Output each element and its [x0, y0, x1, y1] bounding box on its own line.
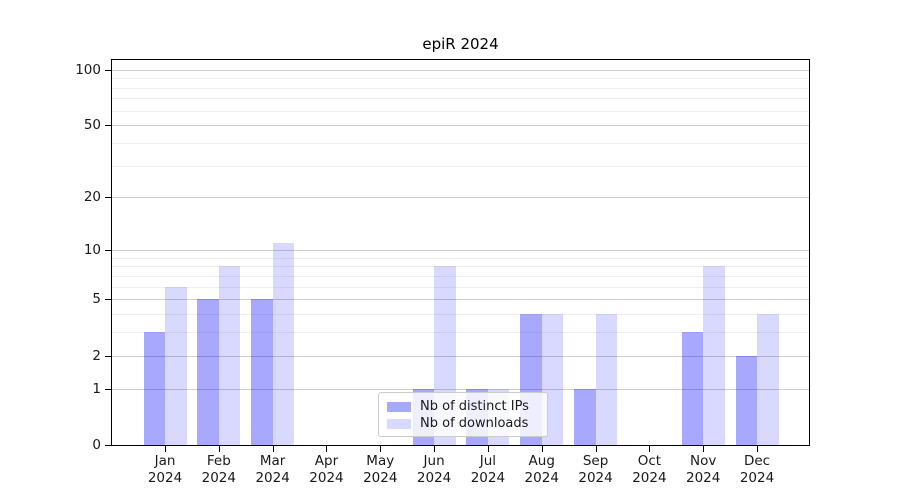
gridline-minor [112, 165, 809, 167]
gridline-minor [112, 143, 809, 145]
x-tick-mark [541, 446, 543, 452]
gridline-major [112, 197, 809, 199]
legend-label-downloads: Nb of downloads [420, 416, 529, 431]
x-tick-mark [595, 446, 597, 452]
legend-label-distinct-ips: Nb of distinct IPs [420, 399, 529, 414]
y-tick-label: 1 [92, 380, 101, 397]
x-tick-mark [272, 446, 274, 452]
legend-item-distinct-ips: Nb of distinct IPs [387, 398, 547, 415]
y-tick-label: 2 [92, 347, 101, 364]
gridline-minor [112, 314, 809, 316]
x-tick-label: Mar 2024 [255, 453, 290, 486]
x-tick-mark [326, 446, 328, 452]
legend-swatch-downloads [387, 418, 411, 429]
y-tick-label: 50 [83, 117, 101, 134]
x-tick-label: Jan 2024 [147, 453, 183, 486]
x-tick-label: Nov 2024 [686, 453, 721, 486]
x-tick-mark [649, 446, 651, 452]
chart-title: epiR 2024 [422, 35, 499, 53]
legend-swatch-distinct-ips [387, 401, 411, 412]
x-tick-mark [757, 446, 759, 452]
x-tick-label: Apr 2024 [309, 453, 344, 486]
x-tick-mark [218, 446, 220, 452]
y-tick-label: 10 [83, 242, 101, 259]
legend: Nb of distinct IPs Nb of downloads [378, 392, 548, 437]
gridline-minor [112, 332, 809, 334]
gridline-minor [112, 257, 809, 259]
x-tick-label: Dec 2024 [739, 453, 775, 486]
y-tick-mark [105, 250, 112, 252]
gridline-minor [112, 87, 809, 89]
bar-downloads-sep [595, 314, 618, 445]
bar-downloads-jan [165, 286, 187, 445]
x-tick-mark [434, 446, 436, 452]
x-tick-label: Feb 2024 [201, 453, 236, 486]
bar-downloads-feb [218, 266, 241, 445]
gridline-major [112, 388, 809, 390]
bar-downloads-nov [703, 266, 725, 445]
x-tick-label: Jun 2024 [416, 453, 452, 486]
gridline-minor [112, 78, 809, 80]
bar-ips-feb [197, 299, 219, 445]
y-tick-mark [105, 125, 112, 127]
plot-area [111, 59, 810, 446]
gridline-major [112, 355, 809, 357]
y-tick-mark [105, 445, 112, 446]
y-tick-mark [105, 388, 112, 390]
x-tick-label: Jul 2024 [470, 453, 506, 486]
y-tick-label: 0 [92, 437, 101, 453]
y-tick-label: 20 [83, 189, 101, 206]
gridline-major [112, 299, 809, 301]
x-tick-mark [380, 446, 382, 452]
gridline-minor [112, 286, 809, 288]
y-tick-mark [105, 299, 112, 301]
y-tick-label: 5 [92, 291, 101, 308]
y-tick-mark [105, 197, 112, 199]
gridline-major [112, 125, 809, 127]
x-tick-mark [487, 446, 489, 452]
x-tick-mark [703, 446, 705, 452]
x-tick-label: Sep 2024 [578, 453, 613, 486]
gridline-major [112, 69, 809, 71]
legend-item-downloads: Nb of downloads [387, 415, 547, 432]
y-tick-mark [105, 355, 112, 357]
gridline-minor [112, 98, 809, 100]
gridline-minor [112, 275, 809, 277]
gridline-minor [112, 266, 809, 268]
x-tick-label: Aug 2024 [524, 453, 559, 486]
x-tick-label: May 2024 [363, 453, 398, 486]
bar-downloads-mar [272, 242, 295, 445]
y-tick-label: 100 [75, 61, 101, 78]
gridline-minor [112, 110, 809, 112]
bar-ips-mar [251, 299, 273, 445]
y-tick-mark [105, 69, 112, 71]
x-tick-mark [165, 446, 166, 452]
gridline-major [112, 250, 809, 252]
x-tick-label: Oct 2024 [632, 453, 667, 486]
bar-ips-dec [735, 355, 758, 445]
bar-ips-jan [143, 332, 165, 445]
bar-ips-sep [574, 388, 596, 445]
bar-downloads-dec [757, 314, 779, 445]
bar-ips-nov [681, 332, 704, 445]
